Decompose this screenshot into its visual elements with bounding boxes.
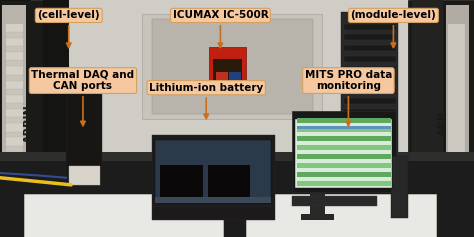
FancyBboxPatch shape <box>142 14 322 118</box>
FancyBboxPatch shape <box>344 120 396 126</box>
Text: Lithium-ion battery: Lithium-ion battery <box>149 83 264 118</box>
FancyBboxPatch shape <box>310 192 325 220</box>
FancyBboxPatch shape <box>297 118 391 123</box>
FancyBboxPatch shape <box>0 0 66 237</box>
FancyBboxPatch shape <box>155 140 271 203</box>
FancyBboxPatch shape <box>6 103 23 109</box>
FancyBboxPatch shape <box>69 166 100 185</box>
FancyBboxPatch shape <box>297 136 391 141</box>
FancyBboxPatch shape <box>297 145 391 150</box>
FancyBboxPatch shape <box>152 206 275 220</box>
FancyBboxPatch shape <box>246 194 436 237</box>
FancyBboxPatch shape <box>152 135 275 206</box>
FancyBboxPatch shape <box>6 24 23 213</box>
FancyBboxPatch shape <box>446 5 469 232</box>
FancyBboxPatch shape <box>301 214 334 220</box>
FancyBboxPatch shape <box>6 188 23 194</box>
FancyBboxPatch shape <box>155 197 271 203</box>
FancyBboxPatch shape <box>292 196 377 206</box>
FancyBboxPatch shape <box>6 32 23 38</box>
FancyBboxPatch shape <box>66 0 408 237</box>
FancyBboxPatch shape <box>344 88 396 94</box>
FancyBboxPatch shape <box>0 0 31 237</box>
FancyBboxPatch shape <box>6 89 23 95</box>
FancyBboxPatch shape <box>344 45 396 51</box>
FancyBboxPatch shape <box>344 66 396 72</box>
FancyBboxPatch shape <box>6 174 23 180</box>
FancyBboxPatch shape <box>412 0 443 237</box>
FancyBboxPatch shape <box>229 72 241 82</box>
FancyBboxPatch shape <box>2 5 26 232</box>
FancyBboxPatch shape <box>295 118 392 188</box>
FancyBboxPatch shape <box>297 154 391 159</box>
FancyBboxPatch shape <box>6 117 23 123</box>
Text: Thermal DAQ and
CAN ports: Thermal DAQ and CAN ports <box>31 70 135 126</box>
FancyBboxPatch shape <box>6 75 23 81</box>
FancyBboxPatch shape <box>448 24 465 213</box>
Text: MITS PRO data
monitoring: MITS PRO data monitoring <box>305 70 392 126</box>
FancyBboxPatch shape <box>344 77 396 83</box>
FancyBboxPatch shape <box>297 126 391 129</box>
FancyBboxPatch shape <box>297 127 391 132</box>
FancyBboxPatch shape <box>344 109 396 115</box>
FancyBboxPatch shape <box>6 46 23 52</box>
FancyBboxPatch shape <box>213 59 242 83</box>
Text: (cell-level): (cell-level) <box>37 10 100 47</box>
FancyBboxPatch shape <box>6 132 23 137</box>
FancyBboxPatch shape <box>6 146 23 152</box>
Text: ARB: ARB <box>438 110 448 136</box>
Text: (module-level): (module-level) <box>351 10 436 47</box>
FancyBboxPatch shape <box>0 152 474 161</box>
Text: ICUMAX IC-500R: ICUMAX IC-500R <box>173 10 268 47</box>
FancyBboxPatch shape <box>209 47 246 90</box>
FancyBboxPatch shape <box>66 85 102 185</box>
FancyBboxPatch shape <box>6 60 23 66</box>
FancyBboxPatch shape <box>344 98 396 104</box>
FancyBboxPatch shape <box>344 24 396 30</box>
FancyBboxPatch shape <box>391 156 408 218</box>
FancyBboxPatch shape <box>216 72 228 82</box>
FancyBboxPatch shape <box>43 0 69 237</box>
FancyBboxPatch shape <box>292 111 396 192</box>
FancyBboxPatch shape <box>344 56 396 62</box>
FancyBboxPatch shape <box>24 194 223 237</box>
FancyBboxPatch shape <box>6 203 23 209</box>
FancyBboxPatch shape <box>297 181 391 186</box>
FancyBboxPatch shape <box>160 165 203 198</box>
FancyBboxPatch shape <box>341 12 398 154</box>
FancyBboxPatch shape <box>408 0 474 237</box>
FancyBboxPatch shape <box>344 141 396 147</box>
Text: ARBIN: ARBIN <box>24 104 35 143</box>
FancyBboxPatch shape <box>344 34 396 40</box>
FancyBboxPatch shape <box>208 165 250 198</box>
FancyBboxPatch shape <box>297 163 391 168</box>
FancyBboxPatch shape <box>66 0 408 237</box>
FancyBboxPatch shape <box>0 152 474 237</box>
FancyBboxPatch shape <box>344 130 396 136</box>
FancyBboxPatch shape <box>152 19 313 114</box>
FancyBboxPatch shape <box>297 172 391 177</box>
FancyBboxPatch shape <box>6 160 23 166</box>
